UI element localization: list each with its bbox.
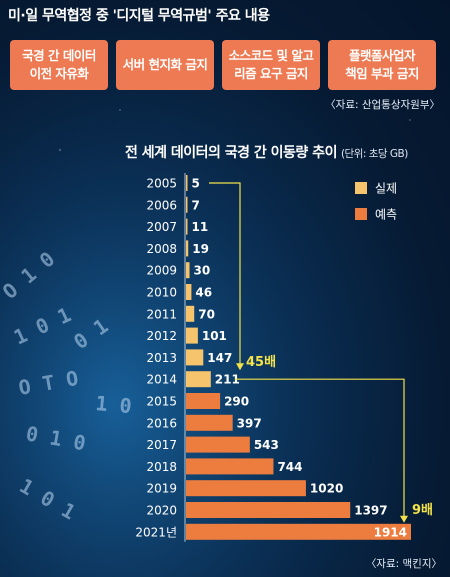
data-label: 290 bbox=[224, 395, 249, 409]
bar bbox=[186, 393, 221, 409]
annotation-arrowhead bbox=[236, 363, 244, 371]
legend-swatch bbox=[355, 208, 367, 220]
source-trade-ministry: 〈자료: 산업통상자원부〉 bbox=[325, 99, 440, 111]
annotation-label: 45배 bbox=[246, 354, 276, 370]
data-label: 397 bbox=[237, 416, 262, 430]
data-label: 147 bbox=[207, 351, 232, 365]
data-label: 1397 bbox=[354, 504, 387, 518]
bar bbox=[186, 262, 190, 279]
rule-line-1: 서버 현지화 금지 bbox=[122, 57, 208, 72]
data-label: 5 bbox=[192, 177, 200, 191]
bar bbox=[186, 414, 233, 431]
category-label: 2014 bbox=[146, 373, 177, 387]
rule-box-source-code: 소스코드 및 알고 리즘 요구 금지 bbox=[222, 40, 320, 90]
bar bbox=[186, 436, 250, 453]
data-label: 11 bbox=[192, 220, 209, 234]
chart-title-main: 전 세계 데이터의 국경 간 이동량 추이 bbox=[125, 145, 337, 161]
rule-box-server-localization: 서버 현지화 금지 bbox=[116, 40, 214, 90]
category-label: 2006 bbox=[146, 198, 177, 212]
data-label: 1914 bbox=[374, 525, 407, 539]
data-label: 30 bbox=[194, 264, 211, 278]
rule-line-2: 리즘 요구 금지 bbox=[234, 66, 308, 81]
rule-line-1: 소스코드 및 알고 bbox=[228, 48, 314, 63]
category-label: 2016 bbox=[146, 416, 177, 430]
bar bbox=[186, 371, 211, 388]
bar bbox=[186, 458, 274, 475]
data-label: 46 bbox=[195, 286, 212, 300]
data-label: 101 bbox=[202, 329, 227, 343]
category-label: 2005 bbox=[146, 177, 177, 191]
data-label: 543 bbox=[254, 438, 279, 452]
category-label: 2021년 bbox=[135, 525, 177, 539]
chart-title: 전 세계 데이터의 국경 간 이동량 추이 (단위: 초당 GB) bbox=[125, 142, 408, 162]
data-label: 7 bbox=[192, 198, 200, 212]
bar bbox=[186, 240, 189, 257]
rule-box-data-transfer: 국경 간 데이터 이전 자유화 bbox=[10, 40, 108, 90]
annotation-line bbox=[235, 378, 405, 520]
bar bbox=[186, 523, 411, 540]
data-label: 744 bbox=[277, 460, 302, 474]
bar bbox=[186, 502, 351, 518]
data-label: 70 bbox=[198, 307, 215, 321]
data-label: 1020 bbox=[310, 482, 343, 496]
annotation-arrowhead bbox=[400, 515, 408, 523]
bar bbox=[186, 218, 188, 235]
chart-title-unit: (단위: 초당 GB) bbox=[340, 148, 408, 160]
category-label: 2020 bbox=[146, 504, 177, 518]
source-mckinsey: 〈자료: 맥킨지〉 bbox=[365, 558, 442, 570]
category-label: 2015 bbox=[146, 395, 177, 409]
page-title: 미·일 무역협정 중 '디지털 무역규범' 주요 내용 bbox=[8, 8, 270, 24]
bar bbox=[186, 284, 192, 300]
bar bbox=[186, 480, 306, 497]
bar bbox=[186, 175, 188, 191]
annotation-label: 9배 bbox=[412, 502, 433, 518]
legend-swatch bbox=[355, 182, 367, 194]
category-label: 2010 bbox=[146, 286, 177, 300]
bar bbox=[186, 196, 188, 213]
data-label: 211 bbox=[215, 373, 240, 387]
data-label: 19 bbox=[192, 242, 209, 256]
category-label: 2019 bbox=[146, 482, 177, 496]
annotation-line bbox=[209, 182, 241, 368]
rule-box-platform: 플랫폼사업자 책임 부과 금지 bbox=[328, 40, 436, 90]
category-label: 2008 bbox=[146, 242, 177, 256]
category-label: 2012 bbox=[146, 329, 177, 343]
bar bbox=[186, 327, 198, 344]
rule-line-2: 이전 자유화 bbox=[29, 66, 89, 81]
category-label: 2017 bbox=[146, 438, 177, 452]
category-label: 2007 bbox=[146, 220, 177, 234]
category-label: 2009 bbox=[146, 264, 177, 278]
category-label: 2018 bbox=[146, 460, 177, 474]
bar bbox=[186, 305, 195, 322]
rule-line-1: 국경 간 데이터 bbox=[22, 48, 96, 63]
legend-label: 실제 bbox=[375, 182, 397, 196]
bar bbox=[186, 349, 204, 366]
rule-line-2: 책임 부과 금지 bbox=[345, 66, 419, 81]
legend-label: 예측 bbox=[375, 208, 397, 222]
category-label: 2013 bbox=[146, 351, 177, 365]
rule-line-1: 플랫폼사업자 bbox=[348, 48, 416, 63]
header-bar: 미·일 무역협정 중 '디지털 무역규범' 주요 내용 bbox=[0, 0, 450, 30]
svg-text:1 0: 1 0 bbox=[95, 391, 133, 418]
category-label: 2011 bbox=[146, 307, 177, 321]
